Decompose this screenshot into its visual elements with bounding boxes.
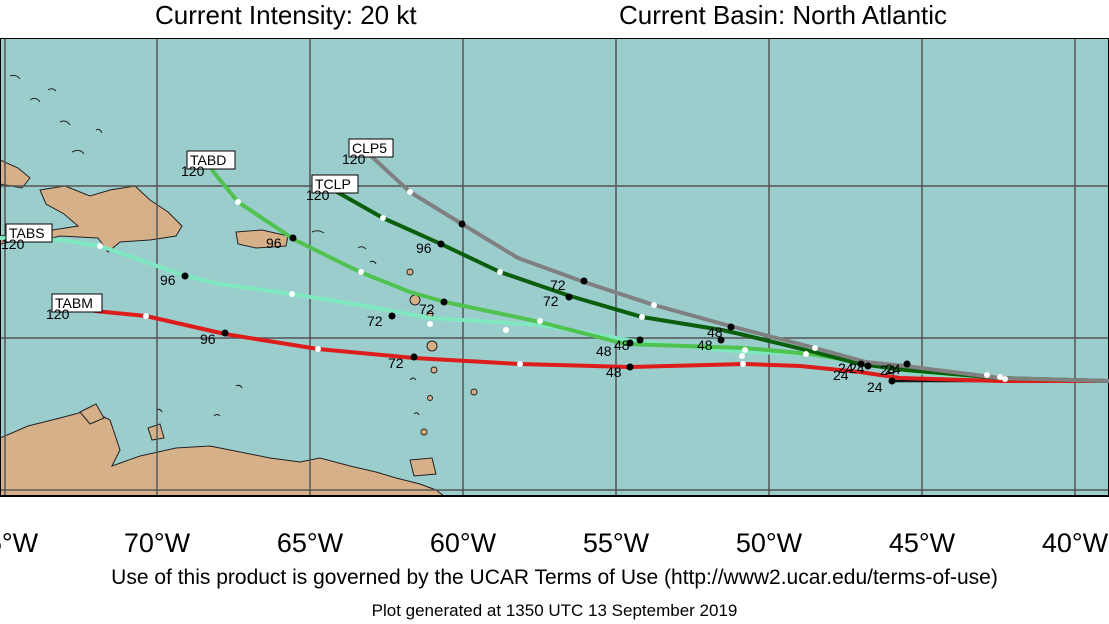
longitude-gridlines	[4, 38, 1076, 496]
tabd-hour-label: 24	[885, 361, 901, 377]
clp5-hour-label: 24	[880, 362, 896, 378]
small-islands	[9, 74, 420, 417]
st-vincent	[427, 395, 433, 401]
lon-label: 70°W	[123, 528, 191, 558]
early-hour-label: 24	[867, 379, 883, 395]
clp5-hour-label: 48	[707, 324, 723, 340]
plot-generated-timestamp: Plot generated at 1350 UTC 13 September …	[371, 601, 738, 620]
tclp-hour-label: 96	[416, 240, 432, 256]
track-end-labels: CLP5 120 TCLP 120 TABD 120 TABS 120 TABM…	[1, 138, 394, 322]
tabm-hour-label: 96	[200, 331, 216, 347]
current-intensity-title: Current Intensity: 20 kt	[155, 0, 417, 30]
tclp-hour-label: 24	[838, 360, 854, 376]
barbados	[470, 388, 478, 396]
tabs-end-hour: 120	[1, 236, 25, 252]
tabd-tag: TABD 120	[181, 150, 236, 179]
tabd-hour-label: 72	[419, 301, 435, 317]
tabs-label: TABS	[9, 225, 45, 241]
tabm-end-hour: 120	[46, 306, 70, 322]
grenada	[420, 428, 428, 436]
tabm-hour-label: 24	[833, 367, 849, 383]
tabm-tag: TABM 120	[46, 293, 103, 322]
hispaniola	[39, 185, 183, 253]
tabs-hour-label: 96	[160, 272, 176, 288]
tabm-label: TABM	[55, 295, 93, 311]
tabd-hour-label: 96	[266, 235, 282, 251]
lon-label: 65°W	[276, 528, 344, 558]
tabd-end-hour: 120	[181, 163, 205, 179]
tabs-hour-label: 48	[596, 343, 612, 359]
tclp-label: TCLP	[315, 176, 351, 192]
clp5-tag: CLP5 120	[342, 138, 394, 167]
hour-labels: 72 48 24 96 72 48 24 96 72 48 24 96 72 4…	[160, 235, 901, 395]
curacao	[147, 423, 165, 441]
latitude-gridlines	[0, 185, 1109, 491]
track-points-black	[181, 220, 911, 385]
tclp-tag: TCLP 120	[306, 174, 359, 203]
tabd-hour-label: 48	[614, 337, 630, 353]
lon-label: 40°W	[1041, 528, 1109, 558]
lon-label: 50°W	[735, 528, 803, 558]
clp5-end-hour: 120	[342, 151, 366, 167]
tabd-label: TABD	[190, 152, 226, 168]
paraguana	[79, 403, 105, 425]
tabm-hour-label: 72	[388, 355, 404, 371]
martinique	[426, 340, 438, 352]
antigua	[406, 268, 414, 276]
puerto-rico	[235, 229, 289, 249]
st-lucia	[430, 366, 438, 374]
track-map: 72 48 24 96 72 48 24 96 72 48 24 96 72 4…	[0, 38, 1109, 497]
current-basin-title: Current Basin: North Atlantic	[619, 0, 948, 30]
tclp-end-hour: 120	[306, 187, 330, 203]
track-points-white	[97, 189, 1008, 382]
lon-label: 45°W	[888, 528, 956, 558]
tabs-tag: TABS 120	[1, 223, 53, 252]
lon-label: 60°W	[429, 528, 497, 558]
trinidad	[409, 457, 437, 477]
tabm-hour-label: 48	[606, 364, 622, 380]
land-masses	[0, 159, 478, 497]
tclp-hour-label: 72	[543, 293, 559, 309]
cuba	[0, 159, 31, 189]
tabs-hour-label: 72	[367, 313, 383, 329]
lon-label: 75°W	[0, 528, 39, 558]
terms-of-use-notice: Use of this product is governed by the U…	[111, 566, 998, 589]
tabs-hour-label: 24	[849, 360, 865, 376]
clp5-hour-label: 72	[550, 277, 566, 293]
lon-label: 55°W	[582, 528, 650, 558]
tclp-hour-label: 48	[697, 337, 713, 353]
clp5-label: CLP5	[352, 140, 387, 156]
track-line-clp5	[368, 153, 1109, 383]
map-frame	[0, 38, 1109, 497]
ocean-background	[0, 38, 1109, 496]
